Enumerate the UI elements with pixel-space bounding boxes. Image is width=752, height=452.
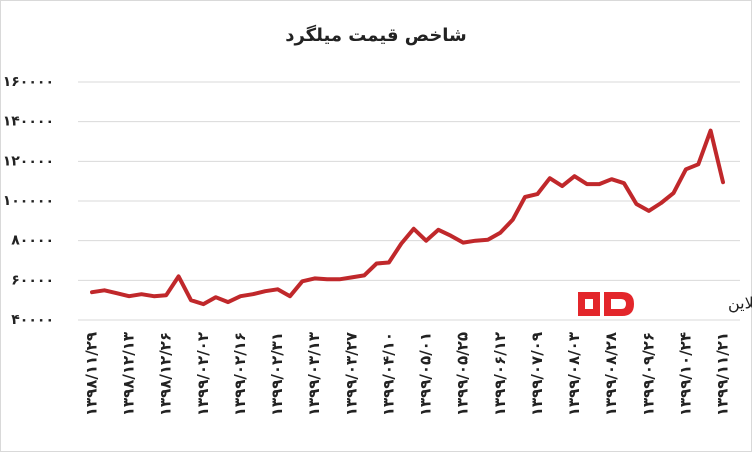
line bbox=[90, 128, 725, 307]
x-tick-label: ۱۳۹۹/۰۴/۱۰ bbox=[379, 332, 397, 416]
x-tick-label: ۱۳۹۸/۱۲/۲۶ bbox=[157, 332, 175, 416]
x-tick-label: ۱۳۹۹/۰۵/۲۵ bbox=[454, 332, 472, 416]
x-tick-label: ۱۳۹۹/۰۷/۰۹ bbox=[528, 332, 546, 416]
y-tick-label: ۱۶۰۰۰۰ bbox=[3, 74, 54, 90]
y-tick-label: ۱۴۰۰۰۰ bbox=[3, 114, 54, 130]
x-tick-label: ۱۳۹۹/۰۲/۱۶ bbox=[231, 332, 249, 416]
x-tick-label: ۱۳۹۹/۰۸/۰۳ bbox=[565, 332, 583, 416]
x-tick-label: ۱۳۹۸/۱۱/۲۹ bbox=[83, 332, 101, 416]
y-tick-label: ۶۰۰۰۰ bbox=[11, 272, 54, 288]
x-tick-label: ۱۳۹۹/۰۸/۲۸ bbox=[602, 332, 620, 416]
x-tick-label: ۱۳۹۸/۱۲/۱۳ bbox=[120, 332, 138, 416]
y-tick-label: ۱۰۰۰۰۰ bbox=[3, 193, 54, 209]
x-tick-label: ۱۳۹۹/۰۵/۰۱ bbox=[417, 332, 435, 416]
x-tick-label: ۱۳۹۹/۰۶/۱۲ bbox=[491, 332, 509, 416]
x-tick-label: ۱۳۹۹/۰۹/۲۶ bbox=[639, 332, 657, 416]
logo-mark bbox=[604, 292, 634, 316]
y-tick-label: ۴۰۰۰۰ bbox=[11, 312, 54, 328]
chart-title: شاخص قیمت میلگرد bbox=[285, 24, 467, 46]
x-tick-label: ۱۳۹۹/۰۳/۱۳ bbox=[305, 332, 323, 416]
x-tick-label: ۱۳۹۹/۰۲/۳۱ bbox=[268, 332, 286, 416]
watermark: آهن آنلاین bbox=[728, 294, 752, 314]
x-tick-label: ۱۳۹۹/۰۳/۲۷ bbox=[342, 332, 360, 416]
logo: آهن آنلاین bbox=[578, 292, 752, 316]
logo-mark bbox=[578, 292, 600, 316]
y-tick-label: ۸۰۰۰۰ bbox=[11, 233, 54, 249]
x-tick-label: ۱۳۹۹/۱۱/۲۱ bbox=[714, 332, 732, 416]
x-tick-label: ۱۳۹۹/۰۲/۰۲ bbox=[194, 332, 212, 416]
x-tick-label: ۱۳۹۹/۱۰/۲۴ bbox=[676, 332, 694, 416]
y-tick-label: ۱۲۰۰۰۰ bbox=[3, 153, 54, 169]
